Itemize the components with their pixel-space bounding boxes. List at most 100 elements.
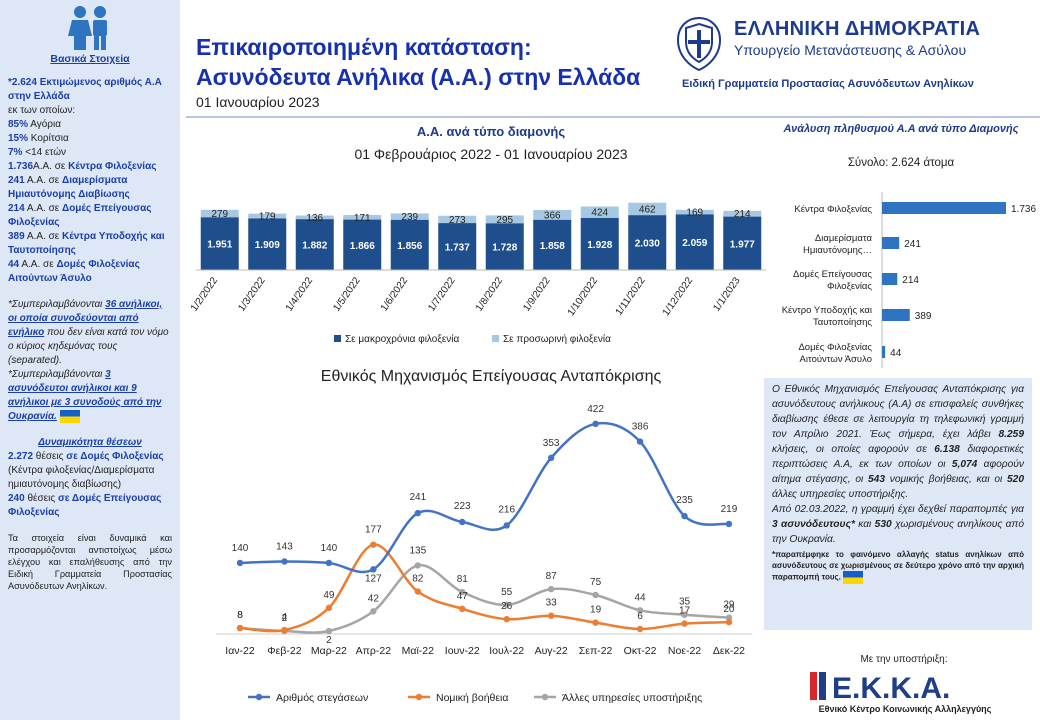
data-point bbox=[370, 541, 377, 548]
data-point bbox=[547, 454, 555, 462]
data-label: 223 bbox=[454, 501, 471, 512]
page-title-line1: Επικαιροποιημένη κατάσταση: bbox=[196, 34, 532, 60]
girls-stat: 15% Κορίτσια bbox=[8, 133, 69, 144]
bar-long-term bbox=[723, 216, 762, 270]
data-point bbox=[503, 601, 510, 609]
x-tick-label: Δεκ-22 bbox=[713, 645, 745, 657]
bar-temporary bbox=[438, 215, 477, 224]
data-point bbox=[725, 618, 733, 626]
category-label-line: Διαμερίσματα bbox=[815, 233, 873, 244]
bar-temporary bbox=[723, 210, 762, 217]
data-label: 8 bbox=[237, 610, 243, 621]
data-label: 6 bbox=[637, 611, 643, 622]
x-tick-label: Ιουλ-22 bbox=[489, 645, 524, 657]
category-label: Κέντρα Φιλοξενίας bbox=[794, 204, 872, 215]
bar-long-term bbox=[295, 219, 334, 270]
separated-note: *Συμπεριλαμβάνονται 36 ανήλικοι, οι οποί… bbox=[8, 299, 169, 366]
header-divider bbox=[186, 116, 1040, 118]
info-paragraph-1: Ο Εθνικός Μηχανισμός Επείγουσας Ανταπόκρ… bbox=[772, 384, 1025, 500]
data-point bbox=[370, 566, 377, 573]
bar-temporary bbox=[390, 213, 429, 220]
x-tick-label: Φεβ-22 bbox=[267, 645, 301, 657]
data-label: 235 bbox=[676, 495, 693, 506]
ministry-name: Υπουργείο Μετανάστευσης & Ασύλου bbox=[734, 42, 967, 58]
bar-label-temporary: 295 bbox=[496, 215, 513, 226]
bar-label-long-term: 1.856 bbox=[397, 241, 422, 252]
sidebar-heading[interactable]: Βασικά Στοιχεία bbox=[50, 53, 130, 65]
sidebar: Βασικά Στοιχεία *2.624 Εκτιμώμενος αριθμ… bbox=[0, 0, 180, 720]
data-point bbox=[636, 607, 644, 614]
info-box: Ο Εθνικός Μηχανισμός Επείγουσας Ανταπόκρ… bbox=[764, 378, 1032, 630]
legend-marker bbox=[415, 693, 423, 701]
bar-temporary bbox=[628, 202, 667, 216]
hbar bbox=[882, 309, 910, 321]
hbar-value-label: 389 bbox=[915, 311, 932, 322]
hbar bbox=[882, 237, 900, 249]
bar-temporary bbox=[485, 215, 524, 224]
data-point bbox=[414, 588, 421, 595]
series-line bbox=[239, 543, 729, 633]
data-label: 55 bbox=[501, 587, 513, 598]
x-tick-label: 1/5/2022 bbox=[331, 275, 363, 314]
x-tick-label: 1/11/2022 bbox=[614, 275, 648, 318]
data-label: 140 bbox=[232, 543, 249, 554]
legend-swatch-long-term bbox=[334, 335, 341, 342]
data-label: 241 bbox=[409, 492, 426, 503]
bar-label-long-term: 1.882 bbox=[302, 241, 327, 252]
x-tick-label: 1/6/2022 bbox=[379, 275, 411, 314]
hbar-value-label: 1.736 bbox=[1011, 204, 1036, 215]
stay-stat-5: 44 Α.Α. σε Δομές Φιλοξενίας Αιτούντων Άσ… bbox=[8, 259, 140, 284]
data-label: 127 bbox=[365, 573, 382, 584]
x-tick-label: Νοε-22 bbox=[668, 645, 701, 657]
x-tick-label: 1/4/2022 bbox=[284, 275, 316, 314]
x-tick-label: 1/1/2023 bbox=[711, 275, 743, 314]
data-label: 143 bbox=[276, 541, 293, 552]
ekka-logo-text: Ε.Κ.Κ.Α. bbox=[832, 672, 950, 702]
legend-label: Άλλες υπηρεσίες υποστήριξης bbox=[562, 692, 702, 704]
ukraine-flag-icon bbox=[843, 571, 864, 584]
data-label: 35 bbox=[679, 597, 691, 608]
data-point bbox=[414, 562, 421, 569]
hbar bbox=[882, 202, 1006, 214]
page-title-line2: Ασυνόδευτα Ανήλικα (Α.Α.) στην Ελλάδα bbox=[196, 64, 641, 90]
category-label: Διαμερίσματα Ημιαυτόνομης… bbox=[803, 233, 873, 256]
category-label-line: Δομές Επείγουσας bbox=[793, 269, 872, 280]
data-point bbox=[325, 559, 333, 567]
bar-label-long-term: 2.059 bbox=[682, 238, 707, 249]
category-label-line: Ταυτοποίησης bbox=[813, 317, 872, 328]
bar-long-term bbox=[200, 217, 239, 270]
line-chart-title: Εθνικός Μηχανισμός Επείγουσας Ανταπόκρισ… bbox=[320, 368, 662, 385]
data-point bbox=[236, 559, 244, 567]
category-label-line: Κέντρο Υποδοχής και bbox=[782, 305, 872, 316]
data-point bbox=[681, 611, 688, 618]
children-icon bbox=[68, 6, 107, 50]
data-label: 17 bbox=[679, 606, 691, 617]
data-label: 29 bbox=[723, 600, 735, 611]
data-label: 219 bbox=[721, 504, 738, 515]
data-point bbox=[459, 518, 466, 526]
bar-temporary bbox=[248, 213, 287, 219]
data-label: 140 bbox=[321, 543, 338, 554]
legend-swatch-temporary bbox=[492, 335, 499, 342]
capacity-stat-1: 2.272 θέσεις σε Δομές Φιλοξενίας (Κέντρα… bbox=[8, 451, 164, 491]
x-tick-label: 1/7/2022 bbox=[426, 275, 458, 314]
data-point bbox=[370, 608, 377, 615]
bar-label-temporary: 366 bbox=[544, 210, 561, 221]
legend-label-long-term: Σε μακροχρόνια φιλοξενία bbox=[345, 333, 459, 345]
data-label: 81 bbox=[457, 574, 469, 585]
category-label-line: Φιλοξενίας bbox=[827, 281, 872, 292]
bar-temporary bbox=[533, 209, 572, 220]
boys-stat: 85% Αγόρια bbox=[8, 119, 61, 130]
bar-long-term bbox=[675, 214, 714, 270]
category-label: Κέντρο Υποδοχής και Ταυτοποίησης bbox=[782, 305, 873, 328]
x-tick-label: Μαρ-22 bbox=[311, 645, 347, 657]
data-point bbox=[414, 509, 421, 517]
ekka-logo: Ε.Κ.Κ.Α. bbox=[810, 672, 950, 702]
support-org: Εθνικό Κέντρο Κοινωνικής Αλληλεγγύης bbox=[818, 704, 992, 714]
bar-label-temporary: 424 bbox=[591, 208, 608, 219]
x-tick-label: 1/12/2022 bbox=[661, 275, 696, 318]
data-label: 2 bbox=[282, 613, 288, 624]
info-paragraph-2: Από 02.03.2022, η γραμμή έχει δεχθεί παρ… bbox=[772, 504, 1024, 545]
bar-label-temporary: 462 bbox=[639, 204, 656, 215]
